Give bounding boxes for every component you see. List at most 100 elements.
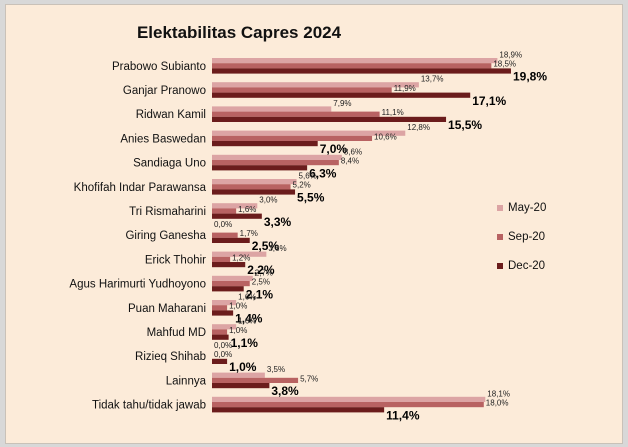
bar-dec-20-khofifah-indar-parawansa [212,189,296,195]
chart-frame: Elektabilitas Capres 2024 Prabowo Subian… [5,4,623,444]
bar-may-20-ganjar-pranowo [212,82,419,88]
category-label-puan-maharani: Puan Maharani [128,303,206,315]
data-labels: 18,9%18,5%19,8%13,7%11,9%17,1%7,9%11,1%1… [214,51,547,423]
data-label-dec-20-tri-rismaharini: 3,3% [264,215,292,229]
bar-sep-20-prabowo-subianto [212,63,492,69]
data-label-may-20-ganjar-pranowo: 13,7% [421,75,444,84]
data-label-dec-20-agus-harimurti-yudhoyono: 2,1% [246,287,274,301]
legend-swatch-sep-20 [497,234,503,240]
data-label-sep-20-puan-maharani: 1,0% [229,302,247,311]
data-label-may-20-mahfud-md: 1,6% [238,317,256,326]
category-label-khofifah-indar-parawansa: Khofifah Indar Parawansa [74,182,207,194]
data-label-sep-20-lainnya: 5,7% [300,374,318,383]
bar-dec-20-agus-harimurti-yudhoyono [212,286,244,292]
bar-dec-20-erick-thohir [212,262,246,268]
category-label-prabowo-subianto: Prabowo Subianto [112,61,206,73]
bar-may-20-anies-baswedan [212,130,406,136]
data-label-sep-20-khofifah-indar-parawansa: 5,2% [293,181,311,190]
bar-may-20-mahfud-md [212,324,237,330]
data-label-sep-20-tri-rismaharini: 1,6% [238,205,256,214]
data-label-dec-20-rizieq-shihab: 1,0% [229,360,257,374]
bar-dec-20-ridwan-kamil [212,116,447,122]
data-label-sep-20-erick-thohir: 1,2% [232,253,250,262]
bar-may-20-ridwan-kamil [212,106,332,112]
bar-sep-20-anies-baswedan [212,135,373,141]
category-label-sandiaga-uno: Sandiaga Uno [133,158,206,170]
data-label-dec-20-giring-ganesha: 2,5% [252,239,280,253]
data-label-sep-20-giring-ganesha: 1,7% [240,229,258,238]
bar-sep-20-tri-rismaharini [212,208,237,214]
bar-sep-20-ridwan-kamil [212,111,380,117]
data-label-may-20-lainnya: 3,5% [267,365,285,374]
bar-may-20-tidak-tahu-tidak-jawab [212,396,486,402]
data-label-may-20-ridwan-kamil: 7,9% [333,99,351,108]
data-label-dec-20-anies-baswedan: 7,0% [320,142,348,156]
bar-may-20-tri-rismaharini [212,203,258,209]
category-label-tri-rismaharini: Tri Rismaharini [129,206,206,218]
data-label-may-20-rizieq-shihab: 0,0% [214,341,232,350]
data-label-dec-20-lainnya: 3,8% [271,384,299,398]
data-label-may-20-giring-ganesha: 0,0% [214,220,232,229]
bar-sep-20-tidak-tahu-tidak-jawab [212,402,484,408]
bar-dec-20-rizieq-shihab [212,358,228,364]
bar-dec-20-tri-rismaharini [212,213,262,219]
data-label-dec-20-ganjar-pranowo: 17,1% [472,94,506,108]
chart-title: Elektabilitas Capres 2024 [137,23,342,42]
data-label-may-20-anies-baswedan: 12,8% [407,123,430,132]
bar-dec-20-prabowo-subianto [212,68,511,74]
data-label-sep-20-mahfud-md: 1,0% [229,326,247,335]
data-label-may-20-prabowo-subianto: 18,9% [499,51,522,60]
data-label-may-20-agus-harimurti-yudhoyono: 2,7% [255,268,273,277]
data-label-may-20-erick-thohir: 3,6% [268,244,286,253]
data-label-dec-20-tidak-tahu-tidak-jawab: 11,4% [386,408,420,422]
data-label-dec-20-sandiaga-uno: 6,3% [309,166,337,180]
bar-sep-20-sandiaga-uno [212,160,339,166]
bar-sep-20-lainnya [212,377,299,383]
category-labels: Prabowo Subianto Ganjar Pranowo Ridwan Kam… [69,61,206,412]
data-label-sep-20-agus-harimurti-yudhoyono: 2,5% [252,278,270,287]
bar-sep-20-puan-maharani [212,305,228,311]
data-label-may-20-tri-rismaharini: 3,0% [259,196,277,205]
data-label-sep-20-rizieq-shihab: 0,0% [214,350,232,359]
bar-dec-20-tidak-tahu-tidak-jawab [212,407,385,413]
legend-label-sep-20: Sep-20 [508,231,545,243]
data-label-may-20-sandiaga-uno: 8,6% [344,147,362,156]
data-label-may-20-tidak-tahu-tidak-jawab: 18,1% [487,389,510,398]
bar-may-20-sandiaga-uno [212,154,342,160]
bar-dec-20-puan-maharani [212,310,234,316]
data-label-may-20-puan-maharani: 1,6% [238,293,256,302]
category-label-anies-baswedan: Anies Baswedan [120,133,206,145]
data-label-dec-20-khofifah-indar-parawansa: 5,5% [297,191,325,205]
category-label-giring-ganesha: Giring Ganesha [125,230,206,242]
bar-sep-20-erick-thohir [212,256,231,262]
legend-label-may-20: May-20 [508,202,546,214]
legend-swatch-may-20 [497,205,503,211]
category-label-ganjar-pranowo: Ganjar Pranowo [123,85,206,97]
data-label-sep-20-ganjar-pranowo: 11,9% [394,84,416,93]
bar-sep-20-ganjar-pranowo [212,87,392,93]
category-label-rizieq-shihab: Rizieq Shihab [135,351,206,363]
bar-dec-20-giring-ganesha [212,237,250,243]
category-label-erick-thohir: Erick Thohir [145,254,206,266]
bar-sep-20-giring-ganesha [212,232,238,238]
data-label-sep-20-prabowo-subianto: 18,5% [493,60,516,69]
category-label-tidak-tahu-tidak-jawab: Tidak tahu/tidak jawab [92,400,206,412]
bar-may-20-lainnya [212,372,265,378]
bar-may-20-erick-thohir [212,251,267,257]
data-label-dec-20-ridwan-kamil: 15,5% [448,118,482,132]
data-label-sep-20-tidak-tahu-tidak-jawab: 18,0% [486,399,509,408]
data-label-dec-20-puan-maharani: 1,4% [235,312,263,326]
bar-may-20-prabowo-subianto [212,58,498,64]
bar-may-20-agus-harimurti-yudhoyono [212,275,253,281]
bar-may-20-puan-maharani [212,300,237,306]
legend: May-20 Sep-20 Dec-20 [497,202,546,272]
bar-dec-20-sandiaga-uno [212,165,308,171]
bar-dec-20-mahfud-md [212,334,229,340]
category-label-agus-harimurti-yudhoyono: Agus Harimurti Yudhoyono [69,279,206,291]
data-label-dec-20-prabowo-subianto: 19,8% [513,70,547,84]
data-label-sep-20-ridwan-kamil: 11,1% [382,108,404,117]
chart-svg: Elektabilitas Capres 2024 Prabowo Subian… [69,23,547,423]
bar-sep-20-mahfud-md [212,329,228,335]
bar-dec-20-anies-baswedan [212,141,318,147]
bar-sep-20-khofifah-indar-parawansa [212,184,291,190]
